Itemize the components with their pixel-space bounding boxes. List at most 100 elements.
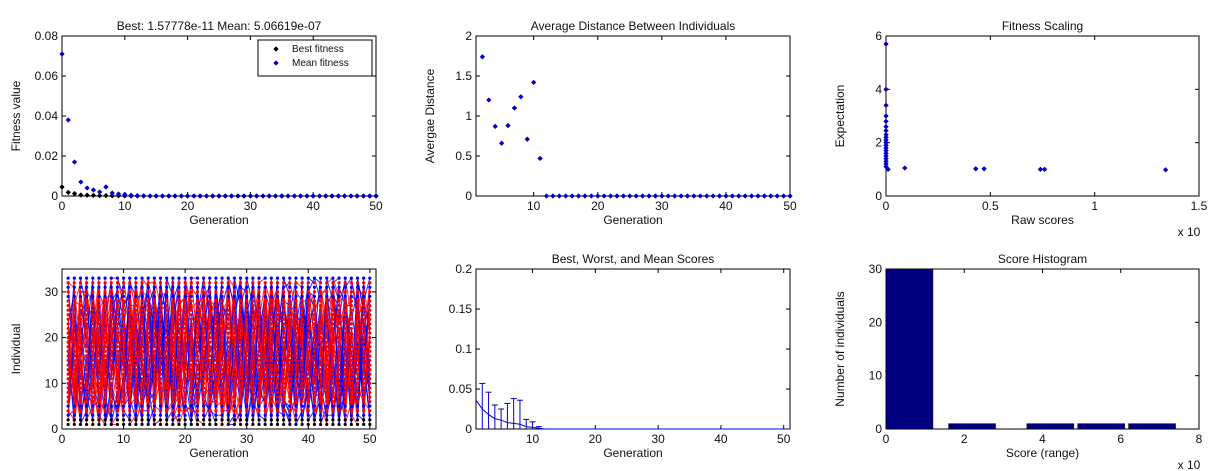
individual-marker: [263, 349, 267, 353]
individual-marker: [214, 413, 218, 417]
individual-marker: [195, 335, 200, 340]
data-point: [209, 193, 216, 199]
individual-marker: [165, 381, 169, 385]
individual-marker: [318, 390, 323, 395]
individual-marker: [362, 313, 366, 317]
individual-marker: [72, 294, 76, 299]
individual-marker: [66, 276, 70, 280]
individual-marker: [368, 358, 372, 363]
individual-marker: [349, 354, 353, 358]
individual-marker: [226, 290, 230, 294]
individual-marker: [251, 294, 255, 299]
individual-marker: [232, 285, 236, 289]
individual-marker: [115, 386, 120, 390]
x-tick-label: 20: [589, 432, 603, 446]
individual-marker: [368, 422, 372, 427]
individual-marker: [275, 303, 280, 308]
individual-marker: [226, 418, 230, 422]
individual-marker: [251, 358, 255, 363]
individual-marker: [263, 294, 267, 299]
individual-marker: [368, 399, 372, 404]
individual-marker: [257, 358, 261, 363]
individual-marker: [238, 386, 243, 390]
individual-marker: [128, 354, 132, 358]
individual-marker: [300, 422, 304, 427]
individual-marker: [177, 390, 181, 395]
individual-marker: [263, 303, 267, 308]
data-point: [228, 193, 235, 199]
individual-marker: [214, 345, 218, 349]
individual-marker: [78, 404, 83, 408]
individual-marker: [152, 303, 156, 308]
individual-marker: [146, 345, 150, 349]
individual-marker: [91, 381, 95, 385]
individual-marker: [134, 276, 138, 280]
individual-marker: [294, 299, 298, 303]
individual-marker: [294, 390, 298, 395]
individual-marker: [349, 340, 353, 344]
individual-marker: [158, 390, 163, 395]
individual-marker: [189, 395, 193, 399]
individual-marker: [78, 381, 83, 385]
individual-marker: [226, 345, 230, 349]
individual-marker: [134, 413, 138, 417]
individual-marker: [158, 303, 163, 308]
individual-marker: [331, 354, 335, 358]
individual-marker: [300, 358, 304, 363]
data-point: [768, 193, 774, 199]
individual-marker: [134, 367, 138, 372]
individual-marker: [325, 377, 329, 381]
data-point: [266, 193, 272, 199]
individual-marker: [158, 281, 163, 285]
individual-marker: [263, 345, 267, 349]
individual-marker: [300, 372, 304, 376]
individual-marker: [171, 399, 175, 404]
individual-marker: [269, 335, 273, 340]
individual-marker: [318, 281, 323, 285]
individual-marker: [245, 395, 249, 399]
data-point: [103, 184, 109, 190]
individual-marker: [355, 299, 360, 303]
lineage-line: [79, 314, 88, 361]
individual-marker: [368, 418, 372, 422]
individual-marker: [134, 317, 138, 321]
individual-marker: [152, 413, 156, 417]
individual-marker: [140, 377, 144, 381]
individual-marker: [134, 335, 138, 340]
individual-marker: [220, 422, 224, 427]
data-point: [147, 193, 153, 199]
individual-marker: [275, 331, 280, 335]
individual-marker: [109, 331, 113, 335]
individual-marker: [288, 377, 292, 381]
individual-marker: [343, 335, 347, 340]
individual-marker: [331, 349, 335, 353]
individual-marker: [220, 317, 224, 321]
data-point: [607, 193, 614, 199]
individual-marker: [189, 308, 193, 312]
individual-marker: [232, 377, 236, 381]
individual-marker: [91, 299, 95, 303]
individual-marker: [177, 358, 181, 363]
individual-marker: [134, 399, 138, 404]
lineage-line: [227, 351, 235, 425]
individual-marker: [195, 290, 200, 294]
individual-marker: [263, 313, 267, 317]
lineage-line: [67, 296, 75, 420]
individual-marker: [343, 422, 347, 427]
data-point: [335, 193, 342, 199]
data-point: [883, 113, 889, 119]
individual-marker: [109, 317, 113, 321]
individual-marker: [294, 395, 298, 399]
individual-marker: [78, 331, 83, 335]
plot-frame: [475, 268, 791, 430]
individual-marker: [91, 349, 95, 353]
individual-marker: [232, 381, 236, 385]
individual-marker: [362, 377, 366, 381]
individual-marker: [318, 377, 323, 381]
x-axis-label: Generation: [603, 446, 662, 460]
individual-marker: [121, 381, 126, 385]
individual-marker: [349, 418, 353, 422]
individual-marker: [337, 345, 341, 349]
individual-marker: [85, 395, 89, 399]
individual-marker: [275, 399, 280, 404]
